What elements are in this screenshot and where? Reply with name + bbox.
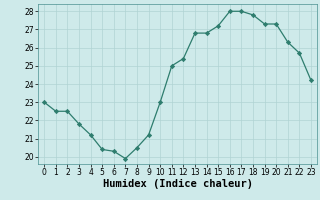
- X-axis label: Humidex (Indice chaleur): Humidex (Indice chaleur): [103, 179, 252, 189]
